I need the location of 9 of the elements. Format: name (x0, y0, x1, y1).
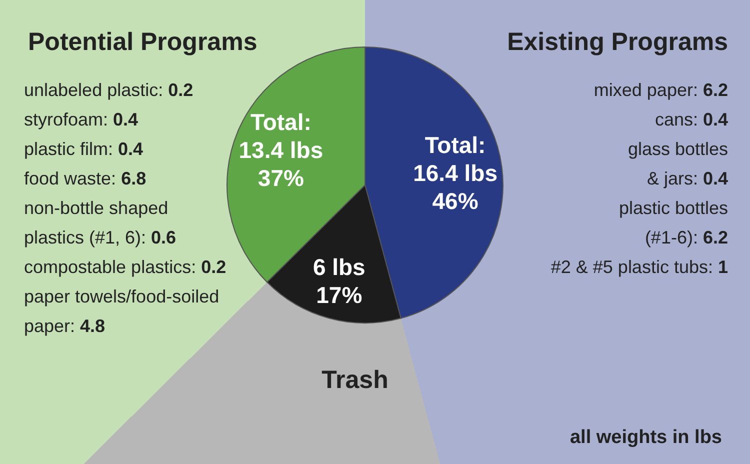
slice-label: Trash (322, 366, 388, 394)
slice-label: Existing Programs (507, 28, 728, 56)
slice-label: Potential Programs (28, 28, 258, 56)
text: mixed paper: 6.2 cans: 0.4 glass bottles & jars: 0.4 plastic bottles (#1-6): 6.2 #2 & #5 plastic tubs: 1 (550, 80, 728, 277)
data-label: Total: 16.4 lbs 46% (413, 132, 498, 214)
text: unlabeled plastic: 0.2 styrofoam: 0.4 plastic film: 0.4 food waste: 6.8 non-bottle shaped plastics (#1, 6): 0.6 compostable plastics: 0.2 paper towels/food-soiled paper: 4.8 (24, 80, 226, 336)
text: all weights in lbs (570, 427, 722, 448)
data-label: Total: 13.4 lbs 37% (238, 108, 324, 191)
data-label: 6 lbs 17% (312, 254, 366, 308)
